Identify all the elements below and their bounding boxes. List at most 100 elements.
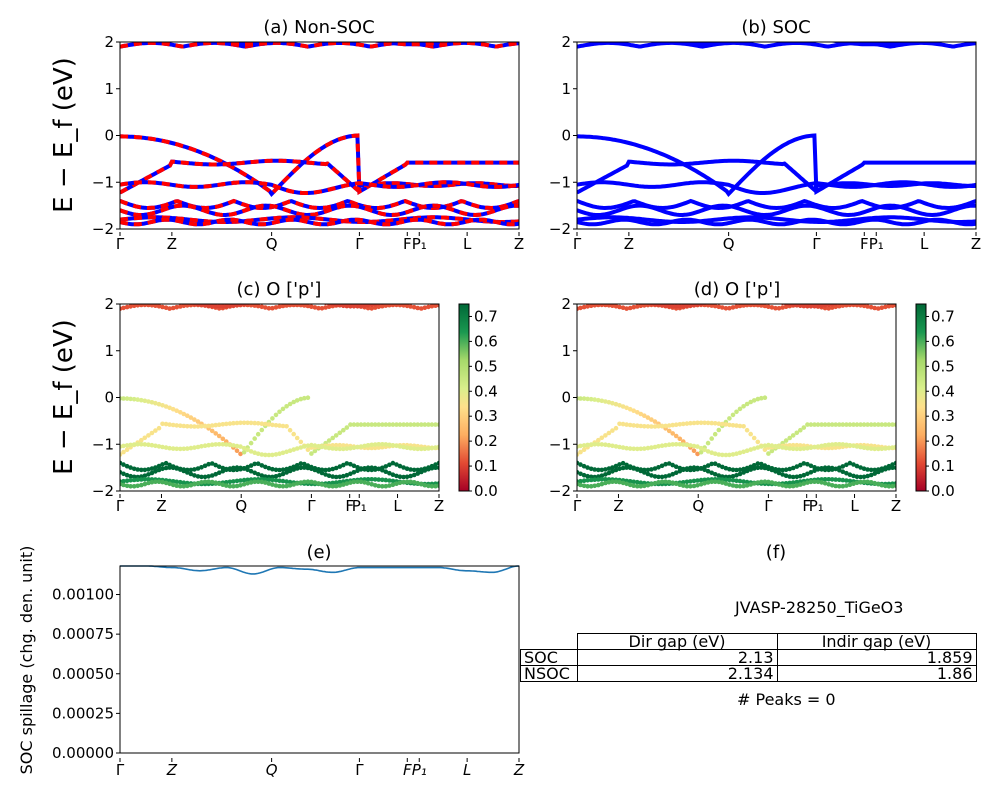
projected-band-point (712, 421, 718, 426)
projected-band-point (411, 446, 417, 451)
projected-band-point (642, 446, 647, 451)
projected-band-point (737, 406, 743, 412)
projected-band-point (581, 443, 587, 448)
projected-band-point (199, 424, 204, 429)
projected-band-point (730, 452, 736, 457)
projected-band-point (840, 464, 846, 469)
projected-band-point (826, 482, 831, 487)
panel-e-xtick-label: Z (513, 761, 525, 779)
projected-band-point (620, 460, 626, 466)
projected-band-point (330, 304, 335, 307)
projected-band-point (861, 445, 867, 451)
projected-band-point (737, 478, 743, 484)
projected-band-point (755, 465, 761, 471)
projected-band-point (234, 420, 240, 426)
projected-band-point (383, 464, 389, 469)
projected-band-point (727, 477, 732, 483)
projected-band-point (181, 423, 187, 429)
projected-band-point (302, 479, 307, 485)
projected-band-point (769, 448, 775, 454)
projected-band-point (741, 479, 746, 484)
projected-band-point (670, 422, 675, 428)
projected-band-point (833, 442, 838, 447)
projected-band-point (673, 442, 679, 447)
projected-band-point (291, 304, 296, 308)
band-line-nonsoc (120, 158, 519, 195)
projected-band-point (302, 465, 307, 470)
projected-band-point (401, 444, 406, 450)
projected-band-point (829, 465, 835, 471)
projected-band-point (174, 297, 179, 302)
band-line-nonsoc (120, 180, 519, 195)
projected-band-point (192, 467, 197, 472)
projected-band-point (606, 470, 612, 476)
projected-band-point (153, 304, 158, 308)
projected-band-point (649, 424, 654, 429)
projected-band-point (178, 467, 183, 472)
projected-band-point (266, 422, 272, 427)
projected-band-point (121, 462, 126, 467)
projected-band-point (344, 472, 350, 478)
panel-d-xtick-label: P₁ (809, 497, 824, 515)
projected-band-point (847, 304, 853, 308)
panel-d-xtick-label: Z (613, 497, 623, 515)
projected-band-point (865, 479, 870, 485)
projected-band-point (259, 304, 265, 310)
projected-band-point (794, 479, 800, 485)
projected-band-point (798, 446, 803, 452)
panel-c-colorbar-tick-label: 0.4 (474, 382, 498, 400)
projected-band-point (883, 304, 888, 310)
projected-band-point (181, 468, 187, 474)
projected-band-point (620, 465, 626, 471)
projected-band-point (270, 477, 275, 483)
projected-band-point (376, 304, 382, 310)
projected-band-point (759, 479, 764, 485)
projected-band-point (695, 478, 700, 483)
projected-band-point (610, 428, 615, 433)
projected-band-point (270, 466, 275, 472)
projected-band-point (858, 444, 863, 450)
projected-band-point (174, 446, 179, 452)
projected-band-point (620, 404, 626, 409)
projected-band-point (684, 479, 690, 485)
projected-band-point (259, 479, 265, 485)
projected-band-point (231, 304, 236, 308)
projected-band-point (376, 445, 382, 450)
projected-band-point (879, 422, 885, 427)
projected-band-point (720, 305, 725, 310)
panel-a-xtick-label: F (403, 235, 412, 253)
projected-band-point (876, 422, 881, 427)
projected-band-point (578, 396, 583, 401)
projected-band-point (372, 442, 378, 447)
projected-band-point (663, 304, 668, 308)
projected-band-point (305, 465, 311, 471)
projected-band-point (890, 483, 895, 489)
projected-band-point (773, 469, 778, 474)
projected-band-point (769, 443, 775, 448)
projected-band-point (723, 465, 729, 471)
projected-band-point (776, 467, 782, 473)
projected-band-point (142, 442, 148, 447)
projected-band-point (383, 442, 389, 447)
projected-band-point (596, 477, 601, 482)
projected-band-point (702, 481, 707, 486)
projected-band-point (341, 304, 346, 309)
panel-d-ytick-label: −1 (549, 435, 571, 453)
projected-band-point (330, 480, 336, 486)
projected-band-point (266, 481, 272, 486)
projected-band-point (737, 304, 743, 309)
projected-band-point (808, 445, 814, 451)
projected-band-point (372, 304, 378, 307)
projected-band-point (149, 479, 155, 485)
projected-band-point (270, 422, 275, 428)
projected-band-point (248, 304, 254, 308)
projected-band-point (273, 412, 279, 418)
projected-band-point (323, 445, 328, 450)
projected-band-point (858, 422, 863, 427)
projected-band-point (182, 299, 187, 304)
projected-band-point (394, 462, 399, 467)
projected-band-point (642, 413, 647, 419)
projected-band-point (270, 416, 275, 421)
projected-band-point (209, 442, 215, 448)
projected-band-point (801, 472, 807, 478)
